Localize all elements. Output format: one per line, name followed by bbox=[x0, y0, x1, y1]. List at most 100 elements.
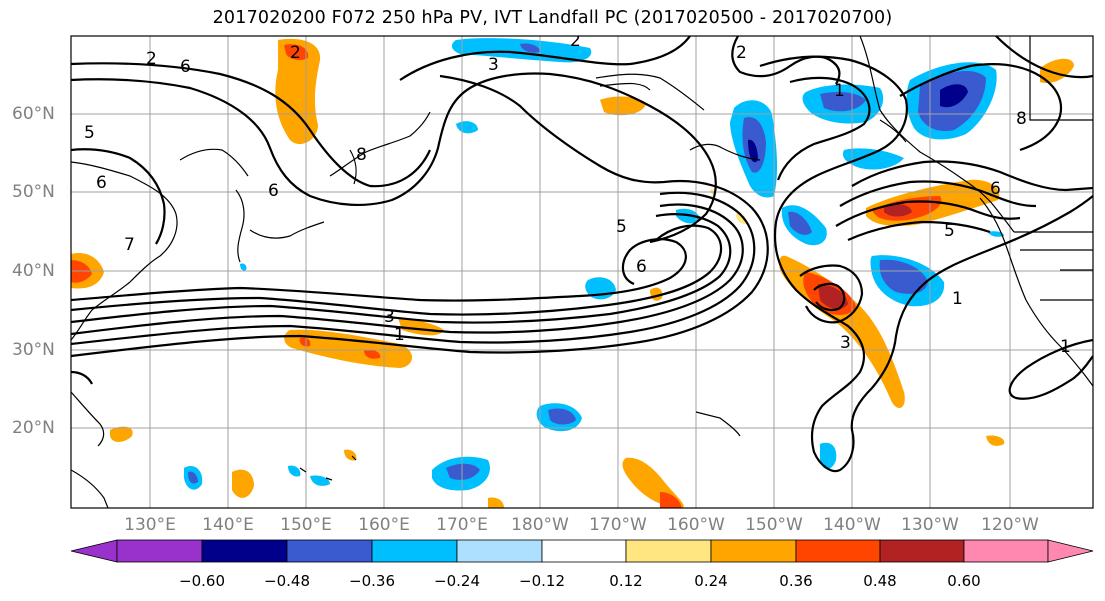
positive-anomaly bbox=[818, 284, 848, 309]
negative-anomaly bbox=[188, 471, 198, 484]
positive-anomaly bbox=[284, 329, 412, 368]
map-frame bbox=[70, 35, 1094, 509]
contour-label: 5 bbox=[616, 217, 627, 237]
lat-label: 30°N bbox=[12, 340, 55, 360]
contour-label: 2 bbox=[736, 43, 747, 63]
lon-label: 160°E bbox=[358, 515, 410, 535]
lon-label: 160°W bbox=[667, 515, 725, 535]
lon-label: 130°E bbox=[124, 515, 176, 535]
colorbar-tick-label: 0.24 bbox=[694, 572, 728, 590]
positive-anomaly bbox=[364, 349, 381, 359]
negative-anomaly bbox=[788, 211, 812, 235]
colorbar-tick-label: 0.12 bbox=[609, 572, 643, 590]
negative-anomaly bbox=[310, 475, 330, 486]
negative-anomaly bbox=[548, 408, 576, 425]
colorbar-tick-label: 0.36 bbox=[779, 572, 813, 590]
colorbar bbox=[70, 539, 1094, 563]
colorbar-segment bbox=[541, 539, 627, 563]
lon-label: 150°E bbox=[280, 515, 332, 535]
contour-label: 1 bbox=[952, 289, 963, 309]
contour-label: 1 bbox=[394, 325, 405, 345]
contour-label: 5 bbox=[84, 123, 95, 143]
colorbar-tick-label: −0.48 bbox=[264, 572, 310, 590]
lat-label: 40°N bbox=[12, 261, 55, 281]
positive-anomaly bbox=[600, 96, 646, 116]
positive-anomaly bbox=[299, 337, 311, 347]
contour-label: 6 bbox=[636, 257, 647, 277]
contour-label: 1 bbox=[1060, 337, 1071, 357]
contour-label: 3 bbox=[488, 55, 499, 75]
lon-label: 140°W bbox=[823, 515, 881, 535]
colorbar-tick-label: −0.24 bbox=[434, 572, 480, 590]
contour-label: 6 bbox=[96, 173, 107, 193]
lat-label: 50°N bbox=[12, 182, 55, 202]
chart-title: 2017020200 F072 250 hPa PV, IVT Landfall… bbox=[212, 8, 893, 28]
colorbar-segment bbox=[795, 539, 881, 563]
contour-label: 6 bbox=[990, 179, 1001, 199]
negative-anomaly bbox=[820, 442, 837, 469]
pv-contours bbox=[71, 36, 1093, 473]
negative-anomaly bbox=[520, 43, 540, 53]
colorbar-segment bbox=[286, 539, 373, 563]
colorbar-segment bbox=[625, 539, 712, 563]
positive-anomaly bbox=[284, 44, 309, 61]
lat-label: 20°N bbox=[12, 418, 55, 438]
negative-anomaly bbox=[748, 139, 758, 163]
map-gridlines bbox=[71, 36, 1093, 508]
negative-anomaly bbox=[988, 231, 1004, 237]
positive-anomaly bbox=[275, 38, 321, 145]
positive-anomaly bbox=[488, 497, 504, 508]
negative-anomaly bbox=[446, 463, 480, 480]
colorbar-tick-label: −0.60 bbox=[179, 572, 225, 590]
colorbar-extend-high bbox=[1047, 539, 1094, 563]
contour-label: 8 bbox=[1016, 109, 1027, 129]
pv-anomaly-shading bbox=[71, 38, 1074, 508]
lon-label: 180°W bbox=[511, 515, 569, 535]
lon-label: 150°W bbox=[745, 515, 803, 535]
colorbar-tick-label: 0.48 bbox=[863, 572, 897, 590]
positive-anomaly bbox=[884, 204, 912, 217]
colorbar-segment bbox=[116, 539, 203, 563]
positive-anomaly bbox=[660, 492, 682, 508]
positive-anomaly bbox=[1040, 58, 1074, 84]
colorbar-extend-low bbox=[70, 539, 118, 563]
negative-anomaly bbox=[842, 148, 904, 170]
colorbar-segment bbox=[963, 539, 1049, 563]
contour-label: 5 bbox=[944, 221, 955, 241]
contour-label: 8 bbox=[356, 145, 367, 165]
colorbar-segment bbox=[710, 539, 797, 563]
positive-anomaly bbox=[986, 435, 1005, 446]
lon-label: 120°W bbox=[981, 515, 1039, 535]
negative-anomaly bbox=[940, 84, 968, 108]
positive-anomaly bbox=[736, 213, 747, 224]
negative-anomaly bbox=[288, 465, 301, 477]
contour-label: 6 bbox=[180, 57, 191, 77]
colorbar-tick-label: −0.36 bbox=[349, 572, 395, 590]
negative-anomaly bbox=[240, 263, 247, 271]
contour-label: 7 bbox=[124, 235, 135, 255]
contour-label: 2 bbox=[146, 49, 157, 69]
contour-label: 3 bbox=[840, 333, 851, 353]
lon-label: 130°W bbox=[901, 515, 959, 535]
lon-label: 170°E bbox=[436, 515, 488, 535]
lon-label: 140°E bbox=[202, 515, 254, 535]
contour-label: 2 bbox=[570, 31, 581, 51]
colorbar-segment bbox=[201, 539, 288, 563]
negative-anomaly bbox=[879, 259, 928, 294]
coastlines bbox=[71, 36, 1093, 508]
negative-anomaly bbox=[820, 92, 866, 112]
contour-label: 2 bbox=[290, 43, 301, 63]
contour-label: 6 bbox=[268, 181, 279, 201]
positive-anomaly bbox=[232, 469, 254, 498]
contour-label: 1 bbox=[834, 81, 845, 101]
colorbar-tick-label: 0.60 bbox=[947, 572, 981, 590]
contour-labels: 2 5 6 7 8 6 5 6 3 1 2 3 1 5 6 3 1 1 8 6 … bbox=[84, 31, 1071, 357]
lon-label: 170°W bbox=[589, 515, 647, 535]
colorbar-segment bbox=[879, 539, 965, 563]
positive-anomaly bbox=[110, 426, 133, 442]
colorbar-segment bbox=[456, 539, 543, 563]
contour-label: 3 bbox=[384, 307, 395, 327]
colorbar-tick-label: −0.12 bbox=[519, 572, 565, 590]
colorbar-segment bbox=[371, 539, 458, 563]
